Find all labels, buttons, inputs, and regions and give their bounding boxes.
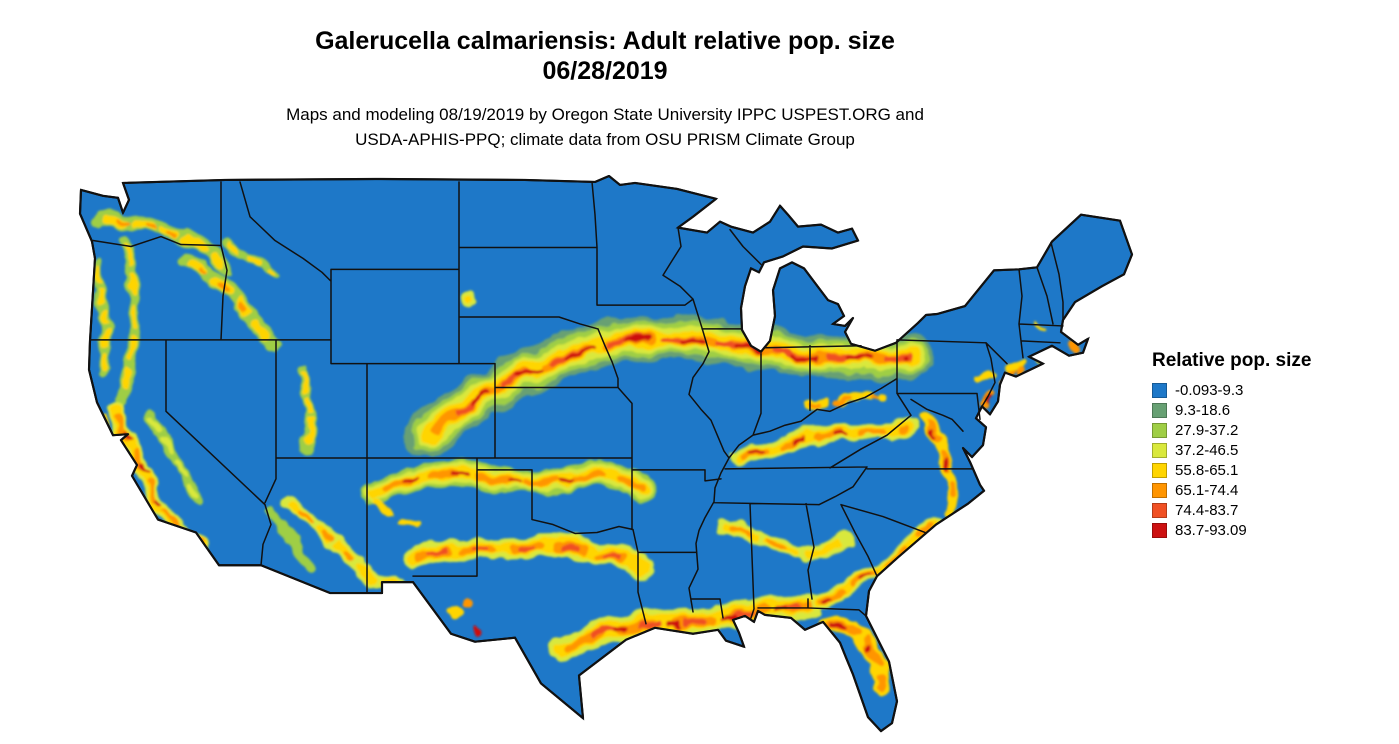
legend-item: 83.7-93.09	[1152, 523, 1311, 538]
legend-label: -0.093-9.3	[1175, 382, 1244, 399]
legend-label: 37.2-46.5	[1175, 442, 1239, 459]
legend-swatch	[1152, 463, 1167, 478]
heat-band-florida	[819, 616, 889, 697]
figure-header: Galerucella calmariensis: Adult relative…	[0, 26, 1210, 152]
legend-swatch	[1152, 443, 1167, 458]
legend-swatch	[1152, 423, 1167, 438]
heat-band-ohio-valley	[730, 391, 920, 468]
legend-label: 9.3-18.6	[1175, 402, 1231, 419]
heat-spot	[448, 606, 462, 621]
legend-swatch	[1152, 383, 1167, 398]
legend-item: 65.1-74.4	[1152, 483, 1311, 498]
heat-spot	[466, 295, 476, 305]
state-borders	[89, 181, 1064, 625]
legend-label: 83.7-93.09	[1175, 522, 1247, 539]
legend-item: 74.4-83.7	[1152, 503, 1311, 518]
subtitle-line-2: USDA-APHIS-PPQ; climate data from OSU PR…	[355, 130, 855, 149]
heat-spot	[461, 598, 473, 610]
legend-swatch	[1152, 403, 1167, 418]
legend-item: 37.2-46.5	[1152, 443, 1311, 458]
us-map	[75, 175, 1135, 741]
legend-item: -0.093-9.3	[1152, 383, 1311, 398]
legend-label: 74.4-83.7	[1175, 502, 1239, 519]
subtitle-line-1: Maps and modeling 08/19/2019 by Oregon S…	[286, 105, 924, 124]
legend-swatch	[1152, 503, 1167, 518]
legend-title: Relative pop. size	[1152, 350, 1312, 371]
heat-spots	[448, 292, 1079, 635]
legend-item: 9.3-18.6	[1152, 403, 1311, 418]
figure-date: 06/28/2019	[542, 57, 668, 85]
legend-label: 65.1-74.4	[1175, 482, 1239, 499]
legend-swatch	[1152, 523, 1167, 538]
map-legend: Relative pop. size -0.093-9.3 9.3-18.6 2…	[1152, 350, 1311, 543]
heat-spot	[472, 625, 482, 635]
legend-label: 27.9-37.2	[1175, 422, 1239, 439]
figure-subtitle: Maps and modeling 08/19/2019 by Oregon S…	[0, 102, 1210, 152]
legend-item: 55.8-65.1	[1152, 463, 1311, 478]
legend-item: 27.9-37.2	[1152, 423, 1311, 438]
heat-band-northern-corridor	[405, 316, 932, 458]
heat-band-central-texas	[402, 534, 654, 579]
heat-band-alabama-georgia	[715, 517, 855, 561]
legend-label: 55.8-65.1	[1175, 462, 1239, 479]
figure-title: Galerucella calmariensis: Adult relative…	[315, 27, 895, 55]
legend-swatch	[1152, 483, 1167, 498]
us-map-svg	[78, 175, 1134, 733]
heat-band-oklahoma-kansas	[360, 459, 660, 508]
